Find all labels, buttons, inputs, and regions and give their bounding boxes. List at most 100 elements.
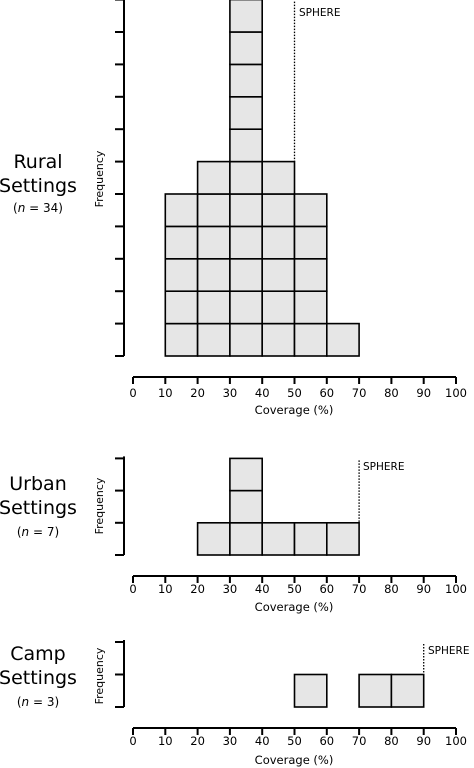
x-tick-label: 20 (190, 386, 205, 400)
y-axis-label: Frequency (93, 477, 106, 534)
x-tick-label: 50 (287, 386, 302, 400)
reference-line-label: SPHERE (363, 461, 404, 473)
panel-title-line-1: Urban (9, 473, 66, 495)
histogram-unit-30-40-5 (229, 193, 263, 228)
panel-title-line-1: Camp (10, 643, 65, 665)
panel-title-line-2: Settings (0, 667, 77, 689)
histogram-unit-20-30-1 (196, 322, 231, 357)
x-tick-label: 40 (255, 734, 270, 748)
histogram-unit-50-60-1 (293, 322, 328, 357)
x-tick-label: 40 (255, 582, 270, 596)
n-suffix: = 7) (29, 525, 59, 539)
n-suffix: = 3) (29, 695, 59, 709)
histogram-unit-30-40-2 (229, 489, 263, 524)
x-tick-label: 70 (352, 386, 367, 400)
x-tick-label: 80 (384, 734, 399, 748)
panel-title-line-2: Settings (0, 175, 77, 197)
histogram-unit-30-40-1 (229, 521, 263, 556)
x-tick-label: 60 (319, 734, 334, 748)
panel-sample-size: (n = 34) (13, 201, 63, 215)
histogram-unit-40-50-4 (261, 225, 296, 260)
x-tick-label: 70 (352, 734, 367, 748)
x-tick-label: 10 (158, 386, 173, 400)
panel-sample-size: (n = 3) (17, 695, 59, 709)
urban-settings-panel: Urban Settings (n = 7) Frequency Coverag… (0, 456, 467, 614)
x-tick-label: 90 (416, 734, 431, 748)
x-tick-label: 0 (129, 582, 136, 596)
histogram-unit-20-30-6 (196, 160, 231, 195)
n-suffix: = 34) (25, 201, 63, 215)
histogram-unit-50-60-3 (293, 257, 328, 292)
histogram-unit-50-60-4 (293, 225, 328, 260)
histogram-unit-40-50-1 (261, 521, 296, 556)
histogram-unit-10-20-5 (164, 193, 199, 228)
histogram-unit-30-40-8 (229, 96, 263, 131)
histogram-unit-40-50-2 (261, 290, 296, 325)
histogram-unit-10-20-3 (164, 257, 199, 292)
histogram-unit-70-80-1 (358, 673, 393, 708)
histogram-unit-50-60-2 (293, 290, 328, 325)
x-tick-label: 10 (158, 582, 173, 596)
histogram-unit-10-20-1 (164, 322, 199, 357)
histogram-unit-30-40-9 (229, 63, 263, 98)
n-prefix: ( (13, 201, 18, 215)
x-tick-label: 10 (158, 734, 173, 748)
y-axis-label: Frequency (93, 150, 106, 207)
y-axis-label: Frequency (93, 647, 106, 704)
x-tick-label: 50 (287, 734, 302, 748)
x-axis-label: Coverage (%) (255, 600, 334, 614)
x-tick-label: 80 (384, 386, 399, 400)
n-prefix: ( (17, 695, 22, 709)
histogram-unit-50-60-1 (293, 673, 328, 708)
x-tick-label: 100 (445, 386, 467, 400)
x-tick-label: 70 (352, 582, 367, 596)
n-symbol: n (22, 525, 30, 539)
histogram-unit-20-30-3 (196, 257, 231, 292)
x-tick-label: 90 (416, 386, 431, 400)
histogram-unit-50-60-1 (293, 521, 328, 556)
reference-line-label: SPHERE (428, 645, 469, 657)
histogram-unit-80-90-1 (390, 673, 425, 708)
x-tick-label: 40 (255, 386, 270, 400)
histogram-unit-20-30-5 (196, 193, 231, 228)
x-tick-label: 100 (445, 582, 467, 596)
x-tick-label: 0 (129, 386, 136, 400)
histogram-unit-30-40-3 (229, 257, 263, 292)
panel-sample-size: (n = 7) (17, 525, 59, 539)
x-tick-label: 30 (223, 582, 238, 596)
x-tick-label: 20 (190, 734, 205, 748)
rural-settings-panel: Rural Settings (n = 34) Frequency Covera… (0, 0, 467, 417)
x-tick-label: 30 (223, 734, 238, 748)
histogram-unit-20-30-1 (196, 521, 231, 556)
x-tick-label: 0 (129, 734, 136, 748)
histogram-unit-30-40-11 (229, 0, 263, 33)
histogram-unit-60-70-1 (325, 521, 360, 556)
histogram-unit-30-40-6 (229, 160, 263, 195)
x-axis-label: Coverage (%) (255, 753, 334, 767)
histogram-unit-30-40-1 (229, 322, 263, 357)
panel-title-line-1: Rural (13, 151, 62, 173)
x-tick-label: 80 (384, 582, 399, 596)
histogram-unit-30-40-3 (229, 457, 263, 492)
x-tick-label: 60 (319, 386, 334, 400)
histogram-unit-30-40-10 (229, 31, 263, 66)
histogram-unit-30-40-2 (229, 290, 263, 325)
histogram-unit-10-20-4 (164, 225, 199, 260)
histogram-unit-40-50-6 (261, 160, 296, 195)
histogram-unit-40-50-5 (261, 193, 296, 228)
histogram-unit-40-50-3 (261, 257, 296, 292)
x-axis-label: Coverage (%) (255, 403, 334, 417)
x-tick-label: 20 (190, 582, 205, 596)
n-symbol: n (18, 201, 26, 215)
panel-title-line-2: Settings (0, 497, 77, 519)
x-tick-label: 50 (287, 582, 302, 596)
histogram-unit-10-20-2 (164, 290, 199, 325)
n-prefix: ( (17, 525, 22, 539)
histogram-unit-20-30-2 (196, 290, 231, 325)
histogram-unit-30-40-7 (229, 128, 263, 163)
x-tick-label: 30 (223, 386, 238, 400)
camp-settings-panel: Camp Settings (n = 3) Frequency Coverage… (0, 640, 469, 767)
histogram-unit-30-40-4 (229, 225, 263, 260)
x-tick-label: 100 (445, 734, 467, 748)
